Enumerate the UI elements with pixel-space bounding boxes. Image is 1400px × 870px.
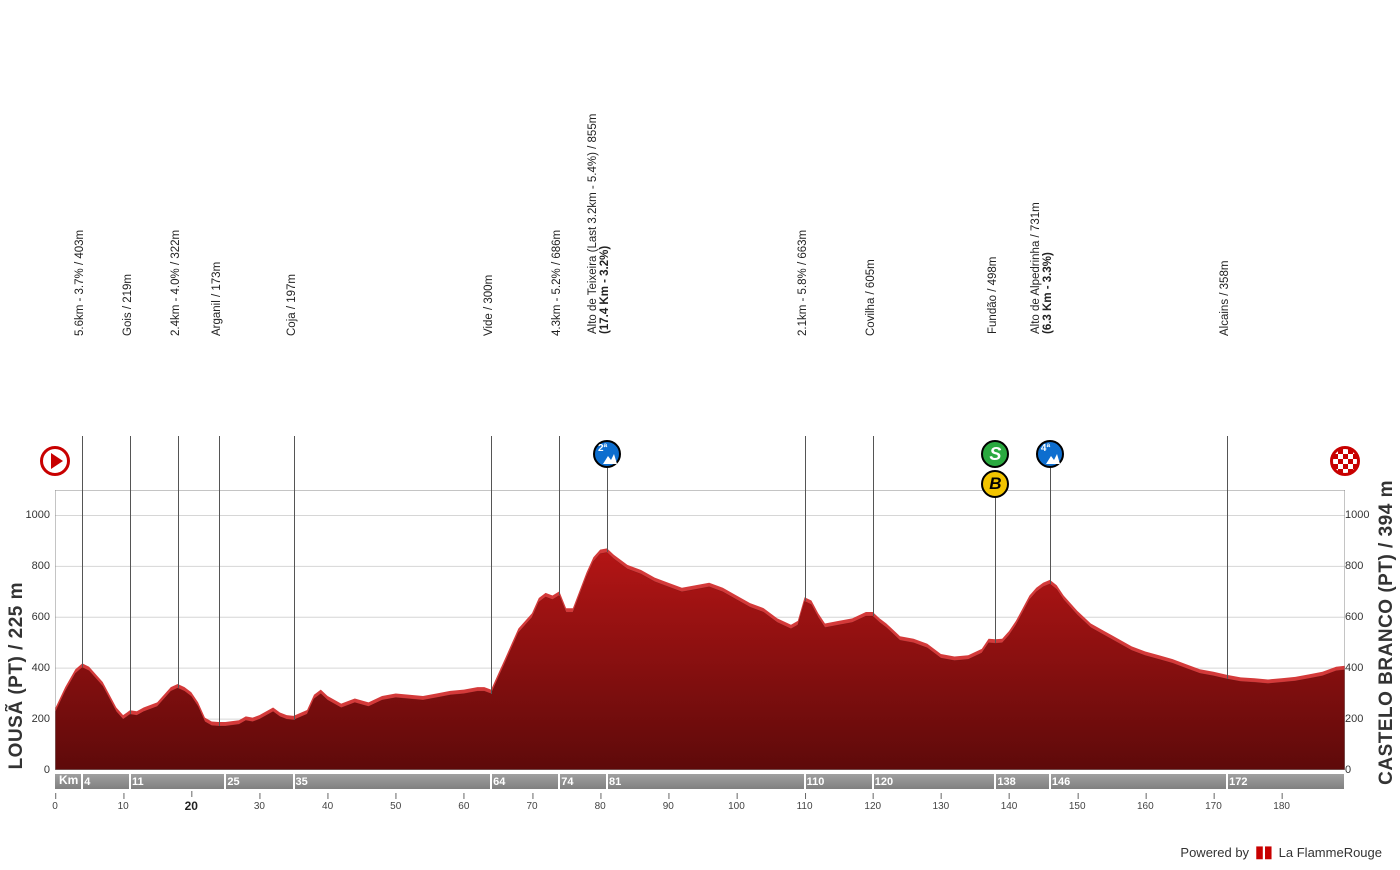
finish-label: CASTELO BRANCO (PT) / 394 m — [1376, 480, 1398, 785]
annotation-label: Vide / 300m — [483, 275, 495, 336]
km-marker: 4 — [82, 774, 90, 789]
credit-prefix: Powered by — [1180, 845, 1249, 860]
mountain-icon: 2ª — [593, 440, 621, 468]
mountain-icon: 4ª — [1036, 440, 1064, 468]
lfr-logo-icon: ▮▮ — [1255, 842, 1273, 862]
annotation-line — [873, 436, 874, 616]
y-tick: 600 — [1345, 611, 1375, 623]
annotation-line — [805, 436, 806, 601]
x-tick: 80 — [595, 801, 606, 812]
annotation-label: 5.6km - 3.7% / 403m — [74, 230, 86, 336]
x-tick: 130 — [933, 801, 950, 812]
x-tick: 140 — [1001, 801, 1018, 812]
bonus-icon: B — [981, 470, 1009, 498]
x-tick: 180 — [1273, 801, 1290, 812]
x-tick: 120 — [864, 801, 881, 812]
km-marker: 74 — [559, 774, 573, 789]
y-tick: 800 — [20, 560, 50, 572]
annotation-line — [82, 436, 83, 667]
annotation-label: Covilha / 605m — [865, 259, 877, 336]
km-marker: 81 — [607, 774, 621, 789]
y-tick: 1000 — [1345, 509, 1375, 521]
annotation-label: Alcains / 358m — [1219, 261, 1231, 336]
km-marker: 189,3 — [1345, 774, 1375, 789]
annotation-label: Coja / 197m — [286, 274, 298, 336]
x-tick: 170 — [1205, 801, 1222, 812]
finish-icon — [1330, 446, 1360, 476]
km-bar-bg: 4112535647481110120138146172189,3 — [55, 774, 1345, 789]
annotation-line — [178, 436, 179, 688]
x-tick: 0 — [52, 801, 58, 812]
km-marker: 64 — [491, 774, 505, 789]
x-tick: 10 — [118, 801, 129, 812]
x-tick: 60 — [458, 801, 469, 812]
km-marker: 35 — [294, 774, 308, 789]
y-tick: 400 — [1345, 662, 1375, 674]
annotation-line — [559, 436, 560, 595]
annotation-line — [995, 497, 996, 643]
km-marker: 120 — [873, 774, 893, 789]
annotation-label: 4.3km - 5.2% / 686m — [551, 230, 563, 336]
y-tick: 800 — [1345, 560, 1375, 572]
km-marker: 25 — [225, 774, 239, 789]
km-label: Km — [55, 773, 78, 787]
annotation-line — [294, 436, 295, 720]
km-marker: 138 — [995, 774, 1015, 789]
km-marker: 11 — [130, 774, 144, 789]
annotation-label: Gois / 219m — [122, 274, 134, 336]
annotation-line — [219, 436, 220, 726]
x-tick: 90 — [663, 801, 674, 812]
start-icon — [40, 446, 70, 476]
x-tick: 70 — [526, 801, 537, 812]
start-label: LOUSÃ (PT) / 225 m — [6, 582, 28, 769]
annotation-line — [607, 468, 608, 552]
x-tick: 30 — [254, 801, 265, 812]
annotation-label: Alto de Teixeira (Last 3.2km - 5.4%) / 8… — [587, 114, 611, 334]
x-tick: 50 — [390, 801, 401, 812]
sprint-icon: S — [981, 440, 1009, 468]
x-tick: 160 — [1137, 801, 1154, 812]
km-marker: 110 — [805, 774, 825, 789]
annotation-line — [1227, 436, 1228, 679]
x-tick: 100 — [728, 801, 745, 812]
y-tick: 1000 — [20, 509, 50, 521]
credit: Powered by ▮▮ La FlammeRouge — [1180, 842, 1382, 862]
x-tick: 40 — [322, 801, 333, 812]
y-tick: 200 — [1345, 713, 1375, 725]
annotation-label: Alto de Alpedrinha / 731m (6.3 Km - 3.3%… — [1030, 202, 1054, 334]
annotation-label: 2.1km - 5.8% / 663m — [797, 230, 809, 336]
annotation-line — [130, 436, 131, 714]
annotation-line — [1050, 468, 1051, 584]
km-bar: 4112535647481110120138146172189,3 — [55, 774, 1345, 789]
annotation-label: 2.4km - 4.0% / 322m — [170, 230, 182, 336]
annotation-label: Arganil / 173m — [211, 262, 223, 336]
annotations-layer: 5.6km - 3.7% / 403m Gois / 219m 2.4km - 4.… — [55, 0, 1345, 770]
x-axis: 0 10 20 30 40 50 60 70 80 90 100 110 120 130 140 150 160… — [55, 797, 1345, 821]
x-tick: 20 — [185, 799, 198, 813]
credit-brand: La FlammeRouge — [1279, 845, 1382, 860]
km-marker: 146 — [1050, 774, 1070, 789]
annotation-line — [491, 436, 492, 694]
x-tick: 150 — [1069, 801, 1086, 812]
x-tick: 110 — [797, 801, 813, 812]
km-marker: 172 — [1227, 774, 1247, 789]
y-axis-right: 02004006008001000 — [1345, 490, 1380, 770]
annotation-label: Fundão / 498m — [987, 257, 999, 334]
